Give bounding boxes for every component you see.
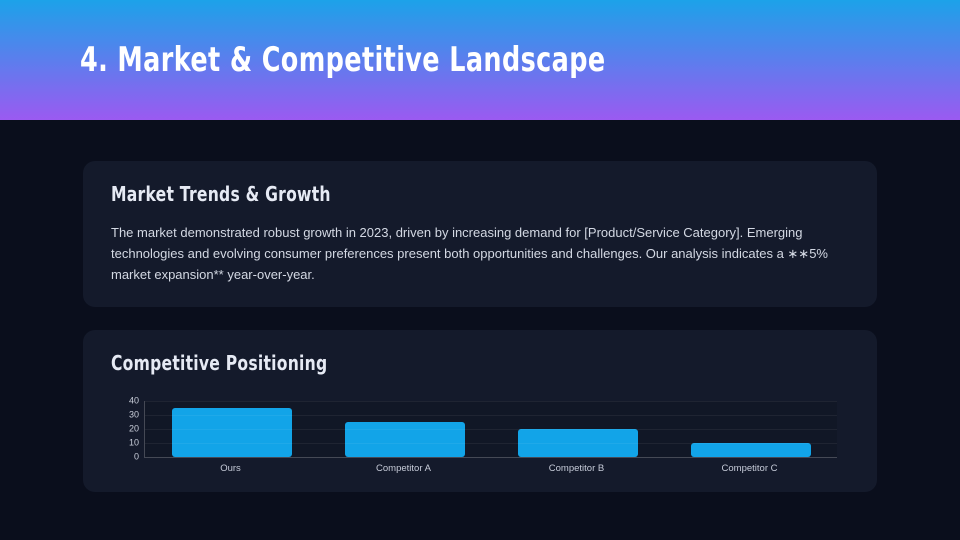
- bar-competitor-a: [344, 422, 465, 457]
- bar-chart: 40 30 20 10 0 Ours Competitor A Competitor B Co…: [111, 396, 849, 474]
- slide-content: Market Trends & Growth The market demons…: [0, 161, 960, 492]
- chart-plot-column: Ours Competitor A Competitor B Competitor C: [144, 401, 837, 474]
- y-tick-label: 40: [128, 395, 139, 406]
- y-tick-label: 20: [128, 423, 139, 434]
- chart-y-axis: 40 30 20 10 0: [111, 396, 144, 461]
- competitive-positioning-title: Competitive Positioning: [111, 351, 328, 375]
- bar-slot: [318, 401, 491, 457]
- market-trends-title: Market Trends & Growth: [111, 182, 331, 206]
- page-title: 4. Market & Competitive Landscape: [80, 40, 606, 80]
- x-tick-label: Competitor A: [376, 463, 431, 474]
- y-tick-label: 10: [128, 437, 139, 448]
- header-banner: 4. Market & Competitive Landscape: [0, 0, 960, 120]
- bar-ours: [171, 408, 292, 457]
- x-tick-label: Competitor C: [721, 463, 778, 474]
- bar-competitor-c: [690, 443, 811, 457]
- chart-plot-area: [144, 401, 837, 458]
- bar-slot: [145, 401, 318, 457]
- market-trends-card: Market Trends & Growth The market demons…: [83, 161, 877, 307]
- bar-slot: [664, 401, 837, 457]
- x-tick-label: Competitor B: [548, 463, 605, 474]
- chart-x-axis: Ours Competitor A Competitor B Competitor C: [144, 464, 836, 474]
- y-tick-label: 0: [133, 451, 139, 462]
- market-trends-body: The market demonstrated robust growth in…: [111, 225, 828, 282]
- bar-competitor-b: [517, 429, 638, 457]
- x-tick-label: Ours: [220, 463, 241, 474]
- bar-slot: [491, 401, 664, 457]
- competitive-positioning-card: Competitive Positioning 40 30 20 10 0 Ours Co…: [83, 330, 877, 492]
- y-tick-label: 30: [128, 409, 139, 420]
